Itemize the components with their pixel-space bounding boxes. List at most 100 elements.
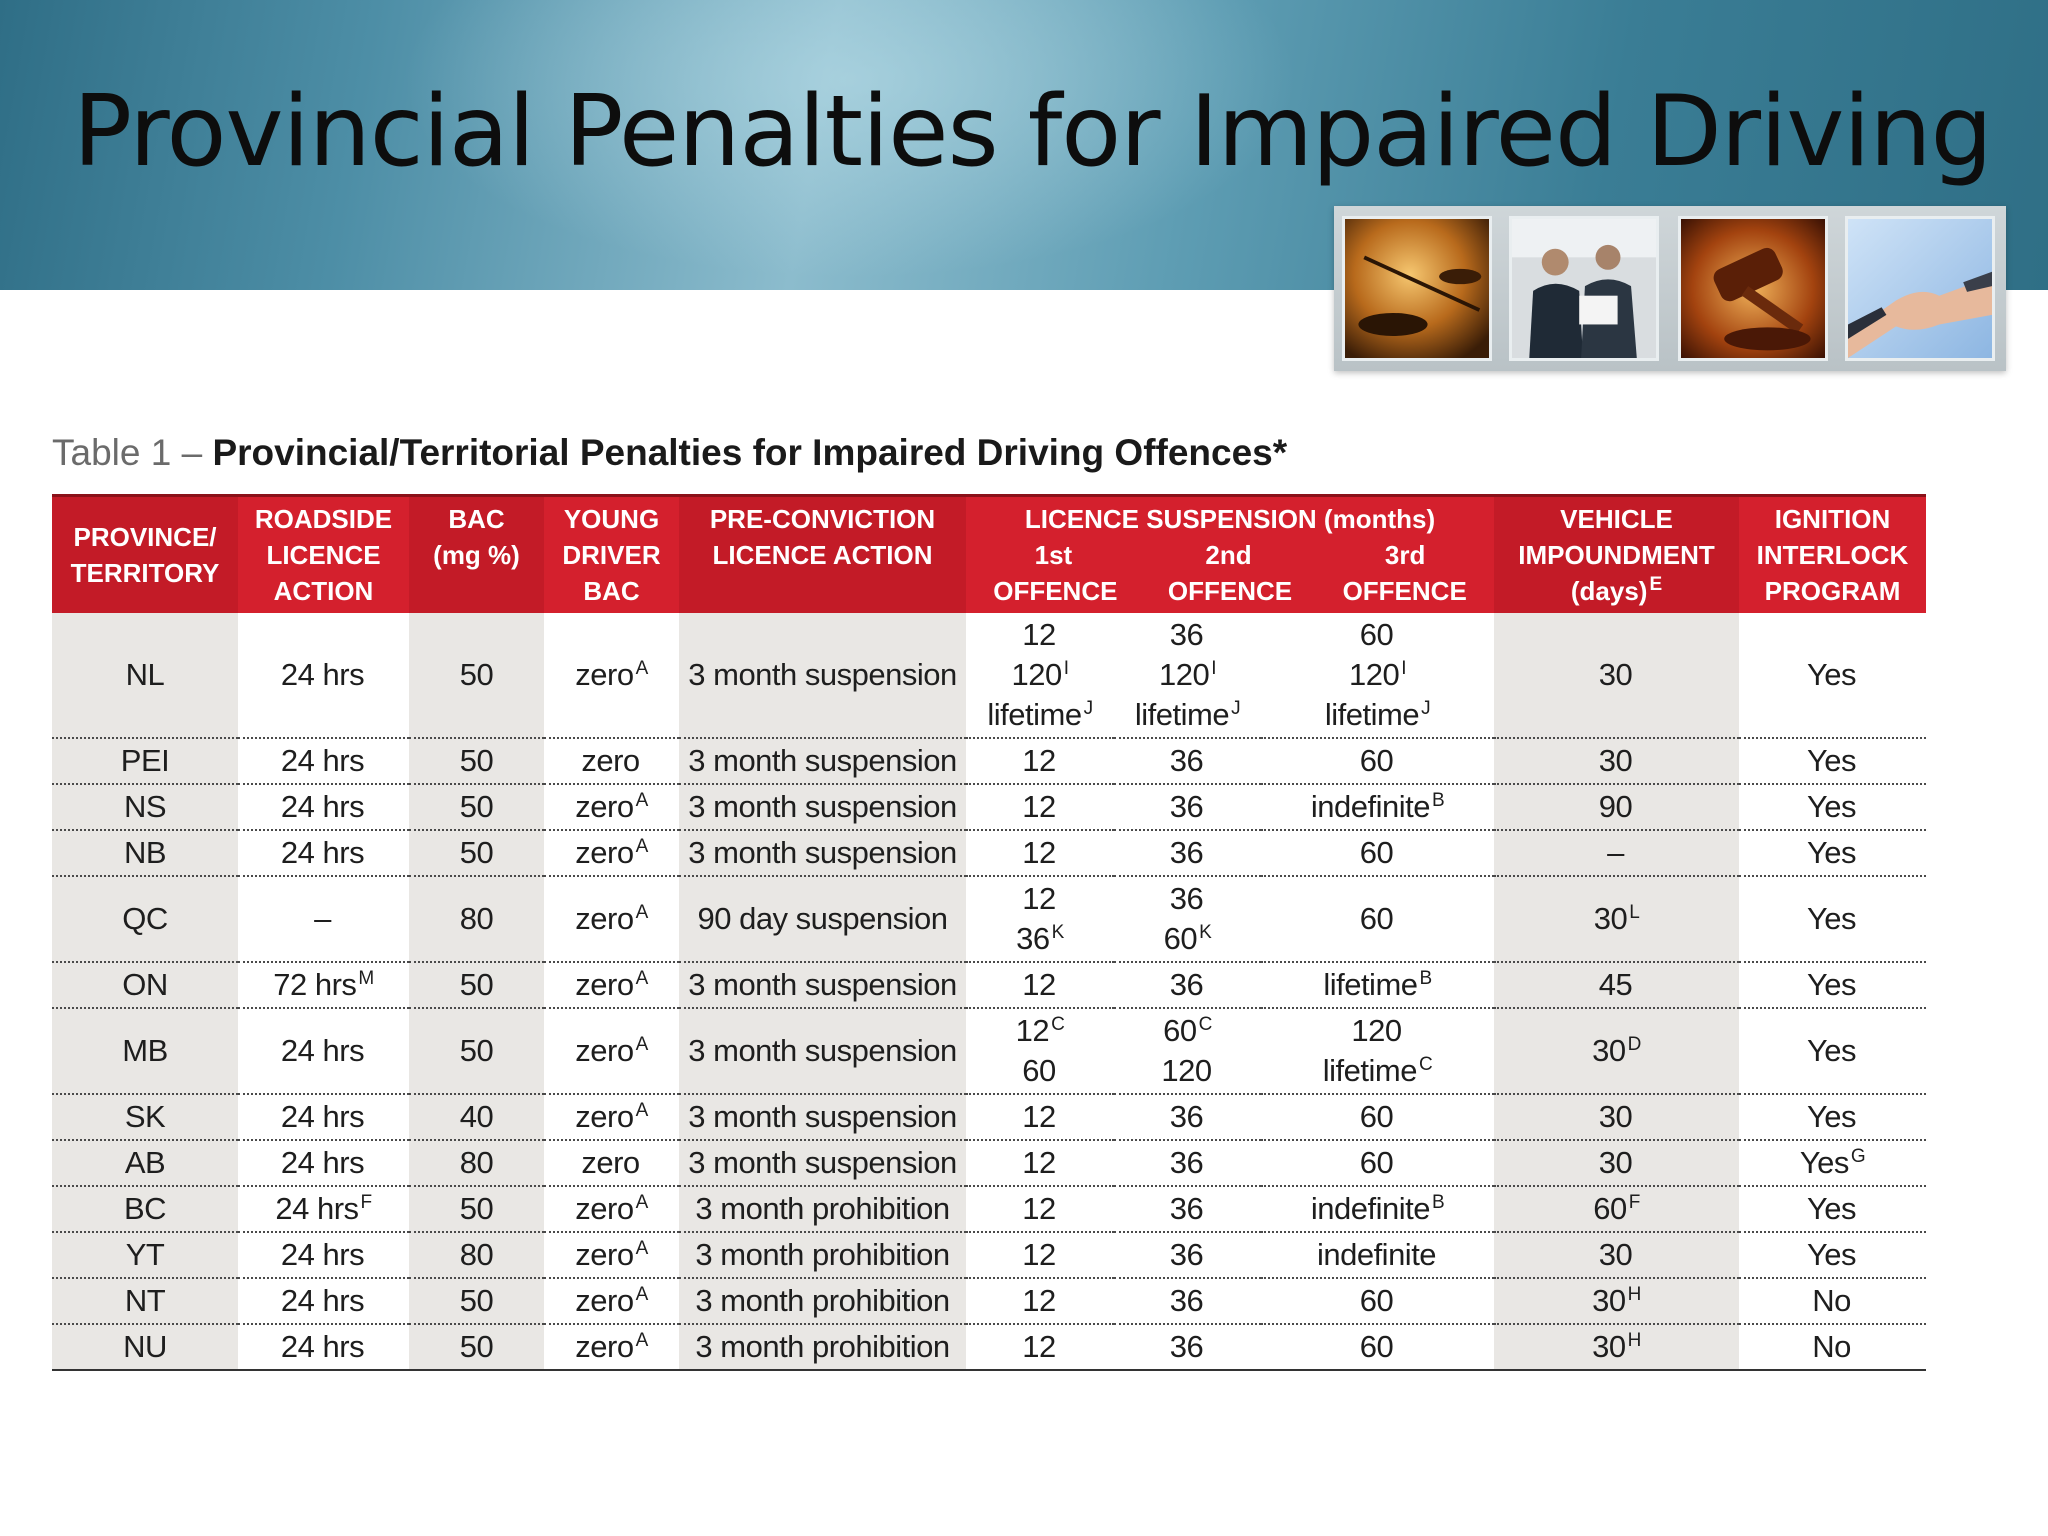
third-offence-cell: 120 lifetime C: [1261, 1008, 1495, 1095]
vehicle-impoundment-cell: 30: [1494, 1140, 1740, 1187]
first-offence-cell: 12: [966, 830, 1114, 877]
vehicle-impoundment-cell: 30: [1494, 613, 1740, 739]
footnote-marker: F: [1628, 1191, 1641, 1213]
first-offence-cell: 12: [966, 1094, 1114, 1141]
young-driver-bac-cell: zero A: [544, 613, 679, 739]
ignition-interlock-cell: Yes G: [1739, 1140, 1927, 1187]
table-row: NB 24 hrs 50 zero A 3 month suspension 12 36 60–…: [52, 830, 1927, 877]
young-driver-bac-cell: zero A: [544, 1008, 679, 1095]
province-cell: NL: [52, 613, 238, 739]
third-offence-cell: 60: [1261, 1094, 1495, 1141]
bac-cell: 50: [409, 1186, 544, 1233]
young-driver-bac-cell: zero A: [544, 876, 679, 963]
footnote-marker: I: [1401, 657, 1407, 679]
ignition-interlock-cell: Yes: [1739, 1008, 1927, 1095]
footnote-marker: C: [1198, 1013, 1213, 1035]
vehicle-impoundment-cell: 90: [1494, 784, 1740, 831]
footnote-marker: B: [1431, 789, 1445, 811]
header-pre-conviction-licence-action: PRE-CONVICTION LICENCE ACTION: [679, 494, 966, 613]
first-offence-cell: 12: [966, 784, 1114, 831]
footnote-marker: I: [1211, 657, 1216, 679]
footnote-marker: C: [1418, 1053, 1433, 1075]
business-people-image: [1509, 216, 1659, 361]
pre-conviction-cell: 3 month suspension: [679, 784, 966, 831]
ignition-interlock-cell: Yes: [1739, 613, 1927, 739]
pre-conviction-cell: 90 day suspension: [679, 876, 966, 963]
pre-conviction-cell: 3 month prohibition: [679, 1278, 966, 1325]
header-young-driver-bac: YOUNG DRIVER BAC: [544, 494, 679, 613]
roadside-cell: 24 hrs: [238, 784, 409, 831]
second-offence-cell: 36: [1114, 830, 1261, 877]
second-offence-cell: 36: [1114, 1278, 1261, 1325]
roadside-cell: –: [238, 876, 409, 963]
second-offence-cell: 36: [1114, 738, 1261, 785]
footnote-marker: D: [1627, 1033, 1642, 1055]
ignition-interlock-cell: No: [1739, 1324, 1927, 1371]
young-driver-bac-cell: zero A: [544, 1324, 679, 1371]
roadside-cell: 24 hrs: [238, 1008, 409, 1095]
caption-title: Provincial/Territorial Penalties for Imp…: [212, 432, 1288, 473]
roadside-cell: 24 hrs: [238, 830, 409, 877]
roadside-cell: 24 hrs: [238, 1094, 409, 1141]
bac-cell: 50: [409, 962, 544, 1009]
first-offence-cell: 12: [966, 1186, 1114, 1233]
vehicle-impoundment-cell: 30: [1494, 1232, 1740, 1279]
table-row: SK 24 hrs 40 zero A 3 month suspension 12 36 60 3…: [52, 1094, 1927, 1141]
footnote-marker: M: [358, 967, 374, 989]
bac-cell: 80: [409, 1232, 544, 1279]
young-driver-bac-cell: zero A: [544, 1094, 679, 1141]
header-offence-1-label: OFFENCE: [993, 576, 1118, 606]
table-row: ON 72 hrs M 50 zero A 3 month suspension 12 36 li…: [52, 962, 1927, 1009]
footnote-marker: H: [1627, 1329, 1642, 1351]
second-offence-cell: 36: [1114, 784, 1261, 831]
table-header-row: PROVINCE/ TERRITORY ROADSIDE LICENCE ACT…: [52, 494, 1927, 613]
table-row: YT 24 hrs 80 zero A 3 month prohibition 12 36 in…: [52, 1232, 1927, 1279]
caption-prefix: Table 1: [52, 432, 172, 473]
footnote-marker: A: [635, 1191, 649, 1213]
vehicle-impoundment-cell: –: [1494, 830, 1740, 877]
young-driver-bac-cell: zero A: [544, 1186, 679, 1233]
table-row: QC –80 zero A 90 day suspension 12 36 K 36 60 K 60 3…: [52, 876, 1927, 963]
first-offence-cell: 12: [966, 1232, 1114, 1279]
ignition-interlock-cell: Yes: [1739, 738, 1927, 785]
footnote-marker: A: [635, 1099, 649, 1121]
second-offence-cell: 36: [1114, 962, 1261, 1009]
slide-title: Provincial Penalties for Impaired Drivin…: [73, 75, 1993, 189]
footnote-marker: H: [1627, 1283, 1642, 1305]
footnote-marker: A: [635, 789, 649, 811]
footnote-marker: A: [635, 1283, 649, 1305]
third-offence-cell: 60: [1261, 1324, 1495, 1371]
table-row: AB 24 hrs 80 zero 3 month suspension 12 36 60 30…: [52, 1140, 1927, 1187]
footnote-marker: L: [1629, 901, 1640, 923]
ignition-interlock-cell: Yes: [1739, 1094, 1927, 1141]
vehicle-impoundment-cell: 30 D: [1494, 1008, 1740, 1095]
first-offence-cell: 12 C 60: [966, 1008, 1114, 1095]
header-band: Provincial Penalties for Impaired Drivin…: [0, 0, 2048, 290]
province-cell: PEI: [52, 738, 238, 785]
footnote-marker: A: [635, 967, 649, 989]
header-offence-3-label: OFFENCE: [1342, 576, 1467, 606]
table-row: BC 24 hrs F 50 zero A 3 month prohibition 12 36 i…: [52, 1186, 1927, 1233]
header-licence-suspension: LICENCE SUSPENSION (months) 1st 2nd 3rd …: [966, 494, 1495, 613]
footnote-marker: K: [1051, 921, 1065, 943]
footnote-marker: B: [1419, 967, 1433, 989]
third-offence-cell: 60: [1261, 738, 1495, 785]
young-driver-bac-cell: zero A: [544, 1232, 679, 1279]
roadside-cell: 24 hrs F: [238, 1186, 409, 1233]
second-offence-cell: 36: [1114, 1232, 1261, 1279]
pre-conviction-cell: 3 month suspension: [679, 1140, 966, 1187]
pre-conviction-cell: 3 month suspension: [679, 1008, 966, 1095]
footnote-marker: J: [1421, 697, 1431, 719]
young-driver-bac-cell: zero A: [544, 830, 679, 877]
header-bac: BAC (mg %): [409, 494, 544, 613]
footnote-marker: A: [635, 1033, 649, 1055]
footnote-marker: C: [1051, 1013, 1065, 1035]
young-driver-bac-cell: zero: [544, 738, 679, 785]
header-vehicle-impoundment: VEHICLE IMPOUNDMENT (days) E: [1494, 494, 1740, 613]
ignition-interlock-cell: Yes: [1739, 784, 1927, 831]
third-offence-cell: indefinite B: [1261, 1186, 1495, 1233]
province-cell: QC: [52, 876, 238, 963]
province-cell: NU: [52, 1324, 238, 1371]
first-offence-cell: 12: [966, 1278, 1114, 1325]
